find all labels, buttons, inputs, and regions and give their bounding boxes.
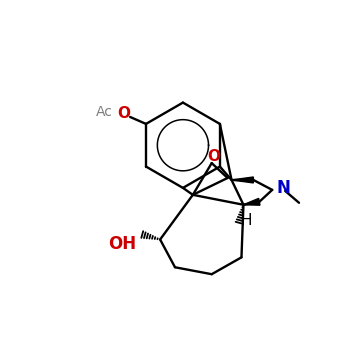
Text: Ac: Ac: [96, 105, 113, 119]
Polygon shape: [232, 177, 253, 183]
Text: O: O: [118, 106, 131, 121]
Text: H: H: [241, 213, 252, 228]
Text: N: N: [276, 179, 290, 197]
Polygon shape: [244, 198, 260, 205]
Text: O: O: [207, 149, 220, 164]
Text: OH: OH: [108, 236, 136, 253]
